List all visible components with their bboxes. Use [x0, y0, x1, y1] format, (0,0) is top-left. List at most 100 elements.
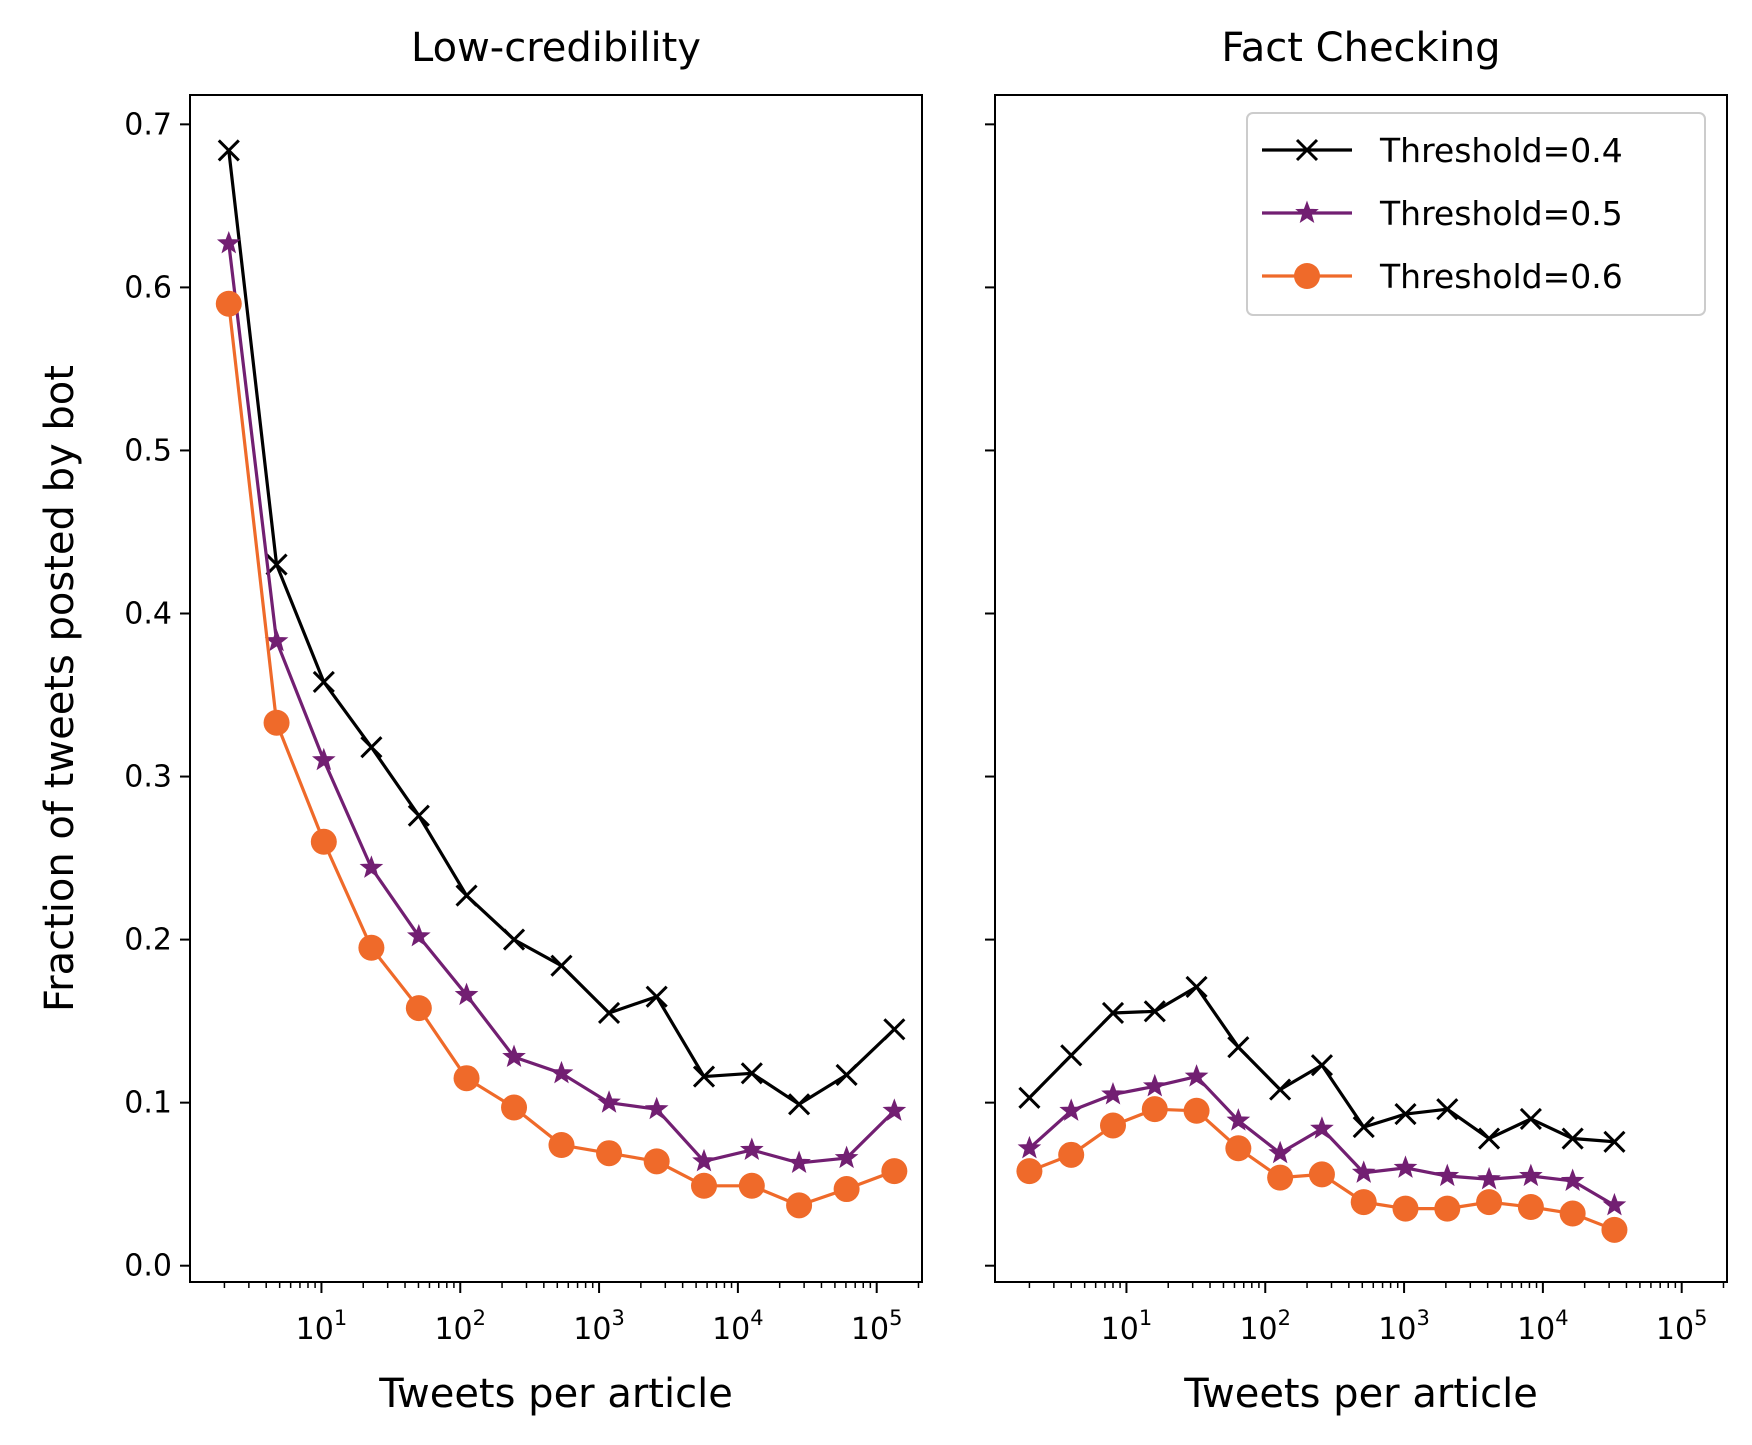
x-tick-base: 10 — [1378, 1312, 1416, 1347]
x-tick-label: 104 — [712, 1306, 764, 1347]
y-tick-label: 0.5 — [124, 433, 172, 468]
panel-low-credibility: Low-credibility Tweets per article Fract… — [37, 25, 923, 1417]
data-point — [216, 230, 241, 254]
x-tick-label: 101 — [296, 1306, 348, 1347]
x-tick-label: 105 — [851, 1306, 903, 1347]
plot-frame — [189, 94, 923, 1283]
legend-marker — [1295, 138, 1319, 162]
data-point — [263, 709, 290, 736]
x-tick-base: 10 — [712, 1312, 750, 1347]
data-point — [1184, 1064, 1209, 1087]
data-point — [1560, 1168, 1585, 1191]
data-point — [1603, 1130, 1626, 1153]
legend-label: Threshold=0.5 — [1379, 194, 1623, 233]
data-point — [1225, 1135, 1252, 1162]
data-point — [264, 628, 289, 652]
data-point — [549, 1060, 574, 1084]
data-point — [881, 1158, 908, 1185]
data-point — [740, 1062, 763, 1085]
x-tick-base: 10 — [434, 1312, 472, 1347]
data-point — [1478, 1127, 1501, 1150]
data-point — [1101, 1082, 1125, 1105]
data-point — [1476, 1189, 1503, 1216]
legend-label: Threshold=0.4 — [1379, 131, 1623, 170]
data-point — [883, 1018, 906, 1041]
series-layer — [1016, 975, 1628, 1243]
data-point — [1060, 1044, 1083, 1067]
data-point — [1477, 1166, 1501, 1190]
data-point — [1517, 1193, 1544, 1220]
data-point — [359, 855, 384, 878]
x-tick-base: 10 — [1239, 1312, 1277, 1347]
legend-entry: Threshold=0.5 — [1262, 194, 1623, 233]
data-point — [1351, 1160, 1376, 1183]
data-point — [692, 1065, 716, 1088]
data-point — [455, 884, 478, 907]
x-tick-base: 10 — [1517, 1312, 1555, 1347]
data-point — [787, 1150, 811, 1174]
data-point — [550, 954, 573, 977]
data-point — [407, 804, 430, 827]
y-axis-title: Fraction of tweets posted by bot — [37, 365, 83, 1012]
y-tick-label: 0.6 — [124, 270, 172, 305]
x-tick-exponent: 4 — [750, 1306, 763, 1330]
data-point — [1352, 1116, 1375, 1139]
data-point — [1143, 1000, 1166, 1023]
data-point — [1226, 1108, 1251, 1131]
data-point — [501, 1094, 528, 1121]
x-tick-exponent: 3 — [1416, 1306, 1429, 1330]
data-point — [597, 1001, 621, 1025]
legend: Threshold=0.4 Threshold=0.5 Threshold=0.6 — [1246, 112, 1706, 316]
x-tick-base: 10 — [1101, 1312, 1139, 1347]
data-point — [312, 670, 335, 694]
data-point — [1435, 1163, 1460, 1187]
legend-entry: Threshold=0.6 — [1262, 257, 1623, 296]
x-tick-label: 105 — [1656, 1306, 1708, 1347]
series-threshold-0-5 — [1017, 1064, 1627, 1216]
data-point — [405, 995, 432, 1022]
panel-title: Fact Checking — [1221, 25, 1500, 71]
x-tick-base: 10 — [1656, 1312, 1694, 1347]
data-point — [786, 1192, 813, 1219]
data-point — [217, 139, 240, 162]
y-tick-label: 0.7 — [124, 107, 172, 142]
x-tick-exponent: 3 — [611, 1306, 624, 1330]
data-point — [1101, 1001, 1125, 1025]
legend-box — [1246, 112, 1706, 316]
x-tick-exponent: 2 — [473, 1306, 486, 1330]
data-point — [1267, 1164, 1294, 1191]
x-tick-label: 103 — [1378, 1306, 1430, 1347]
data-point — [692, 1148, 716, 1172]
series-threshold-0-4 — [1018, 975, 1626, 1153]
x-tick-base: 10 — [296, 1312, 334, 1347]
data-point — [454, 982, 479, 1006]
data-point — [1017, 1135, 1042, 1159]
data-point — [1183, 1097, 1210, 1124]
x-tick-exponent: 1 — [1139, 1306, 1152, 1330]
data-point — [882, 1098, 907, 1121]
x-tick-label: 101 — [1101, 1306, 1153, 1347]
data-point — [1393, 1155, 1418, 1178]
series-layer — [215, 139, 908, 1219]
series-threshold-0-4 — [217, 139, 906, 1116]
data-point — [1142, 1073, 1167, 1097]
tick-layer: 101 102 103 104 105 — [985, 123, 1725, 1347]
data-point — [1602, 1192, 1627, 1216]
series-threshold-0-6 — [1016, 1096, 1628, 1243]
data-point — [311, 747, 336, 771]
data-point — [358, 934, 385, 961]
data-point — [1269, 1078, 1292, 1101]
legend-marker — [1294, 263, 1320, 289]
series-threshold-0-5 — [216, 230, 907, 1174]
data-point — [1601, 1216, 1628, 1243]
data-point — [1268, 1140, 1292, 1164]
data-point — [1394, 1102, 1417, 1126]
data-point — [1559, 1200, 1586, 1227]
y-tick-label: 0.1 — [124, 1086, 172, 1121]
data-point — [1350, 1189, 1377, 1216]
x-axis-title: Tweets per article — [378, 1371, 733, 1417]
data-point — [1016, 1158, 1043, 1185]
legend-marker — [1295, 200, 1319, 224]
data-point — [1059, 1098, 1084, 1121]
